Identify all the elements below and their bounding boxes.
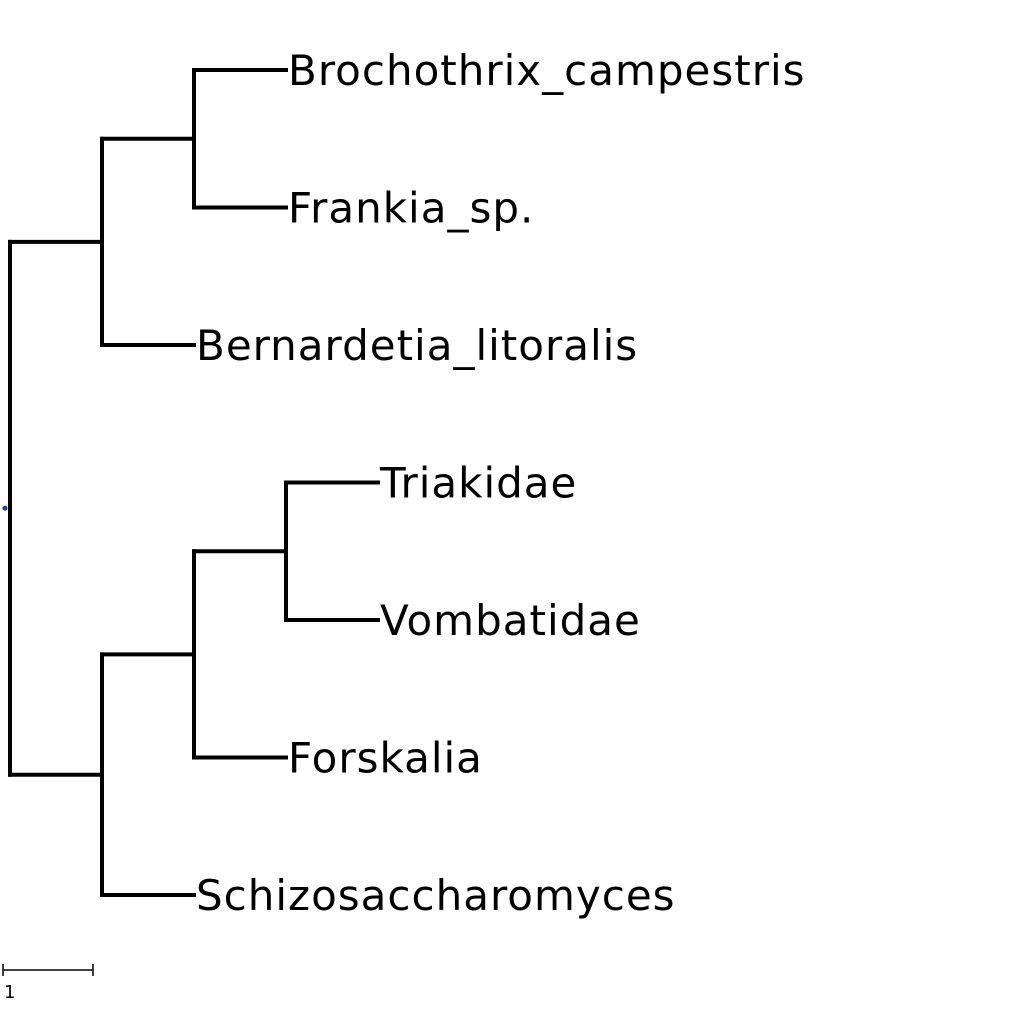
leaf-label-vombatidae: Vombatidae: [380, 596, 641, 645]
root-node-marker: [2, 505, 8, 511]
leaf-label-frankia-sp: Frankia_sp.: [288, 184, 534, 233]
leaf-label-schizosaccharomyces: Schizosaccharomyces: [196, 871, 676, 920]
scale-bar-label: 1: [4, 982, 15, 1003]
leaf-labels: Brochothrix_campestris Frankia_sp. Bernard…: [196, 46, 806, 920]
leaf-label-forskalia: Forskalia: [288, 734, 483, 783]
scale-bar: 1: [2, 964, 94, 1003]
leaf-label-triakidae: Triakidae: [379, 459, 577, 508]
leaf-label-brochothrix-campestris: Brochothrix_campestris: [288, 46, 806, 95]
leaf-label-bernardetia-litoralis: Bernardetia_litoralis: [196, 321, 638, 370]
tree-branches: [8, 68, 380, 897]
